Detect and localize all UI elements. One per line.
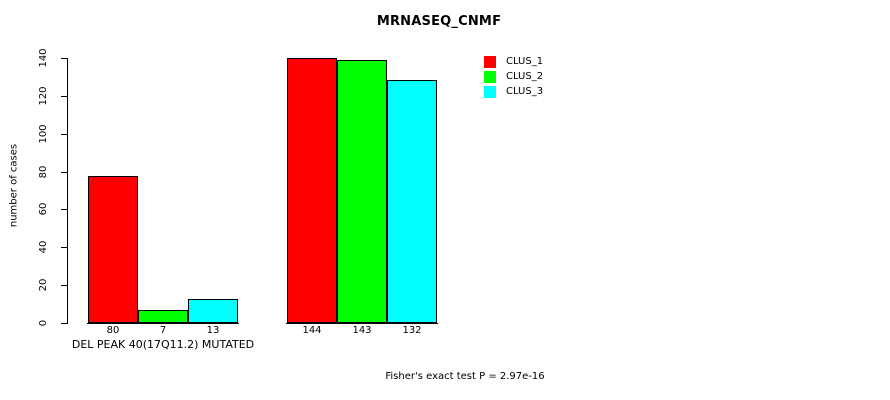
y-axis-tick-label: 20 — [31, 279, 57, 292]
y-axis-tick-label-text: 60 — [38, 203, 49, 216]
legend-swatch-clus-2 — [484, 70, 496, 83]
y-axis-tick — [61, 171, 67, 173]
y-axis-tick-label: 140 — [31, 48, 57, 67]
y-axis-tick — [61, 247, 67, 249]
legend-swatch-clus-3 — [484, 85, 496, 98]
bar-group-left-clus-1 — [88, 175, 138, 323]
y-axis-tick-label: 120 — [31, 86, 57, 105]
legend-item-clus-1: CLUS_1 — [484, 54, 543, 69]
y-axis-tick-label-text: 0 — [38, 319, 49, 327]
statistical-test-note: Fisher's exact test P = 2.97e-16 — [385, 371, 545, 382]
y-axis-tick-label-text: 40 — [38, 240, 49, 254]
legend-item-clus-3: CLUS_3 — [484, 84, 543, 99]
bar-value-label: 13 — [206, 325, 220, 336]
bar-value-label: 80 — [106, 325, 120, 336]
legend-label-clus-2: CLUS_2 — [506, 70, 544, 82]
y-axis-tick — [61, 209, 67, 211]
legend-label-clus-1: CLUS_1 — [506, 55, 544, 67]
y-axis-tick-label-text: 20 — [38, 278, 49, 292]
y-axis-tick — [61, 58, 67, 59]
group-baseline-right — [286, 323, 438, 324]
bar-group-left-clus-2 — [138, 310, 188, 323]
bar-value-label: 7 — [159, 325, 167, 336]
y-axis-line — [67, 58, 68, 324]
group-label-left: DEL PEAK 40(17Q11.2) MUTATED — [71, 338, 255, 351]
bar-group-right-clus-1 — [287, 58, 337, 323]
bar-group-left-clus-3 — [188, 299, 238, 323]
y-axis-tick — [61, 285, 67, 287]
y-axis-tick-label-text: 80 — [38, 165, 49, 178]
legend-item-clus-2: CLUS_2 — [484, 69, 543, 84]
y-axis-tick — [61, 95, 67, 97]
y-axis-tick-label: 60 — [31, 203, 57, 216]
bar-value-label: 144 — [302, 325, 322, 336]
y-axis-tick-label: 40 — [31, 241, 57, 254]
y-axis-tick — [61, 323, 67, 324]
y-axis-tick-label: 0 — [31, 318, 57, 328]
legend: CLUS_1 CLUS_2 CLUS_3 — [484, 54, 543, 99]
bar-value-label: 132 — [402, 325, 422, 336]
group-baseline-left — [87, 323, 239, 324]
bar-group-right-clus-2 — [337, 59, 387, 323]
y-axis-tick-label-text: 140 — [38, 48, 49, 68]
y-axis-tick — [61, 133, 67, 135]
bar-value-label: 143 — [352, 325, 372, 336]
y-axis-tick-label-text: 100 — [38, 124, 49, 144]
chart-title-text: MRNASEQ_CNMF — [376, 14, 502, 29]
y-axis-title: number of cases — [8, 143, 20, 228]
y-axis-tick-label: 80 — [31, 165, 57, 178]
y-axis-tick-label: 100 — [31, 124, 57, 143]
bar-group-right-clus-3 — [387, 80, 437, 323]
y-axis-tick-label-text: 120 — [38, 86, 49, 106]
legend-swatch-clus-1 — [484, 55, 496, 68]
legend-label-clus-3: CLUS_3 — [506, 85, 544, 97]
chart-title: MRNASEQ_CNMF — [0, 14, 890, 29]
